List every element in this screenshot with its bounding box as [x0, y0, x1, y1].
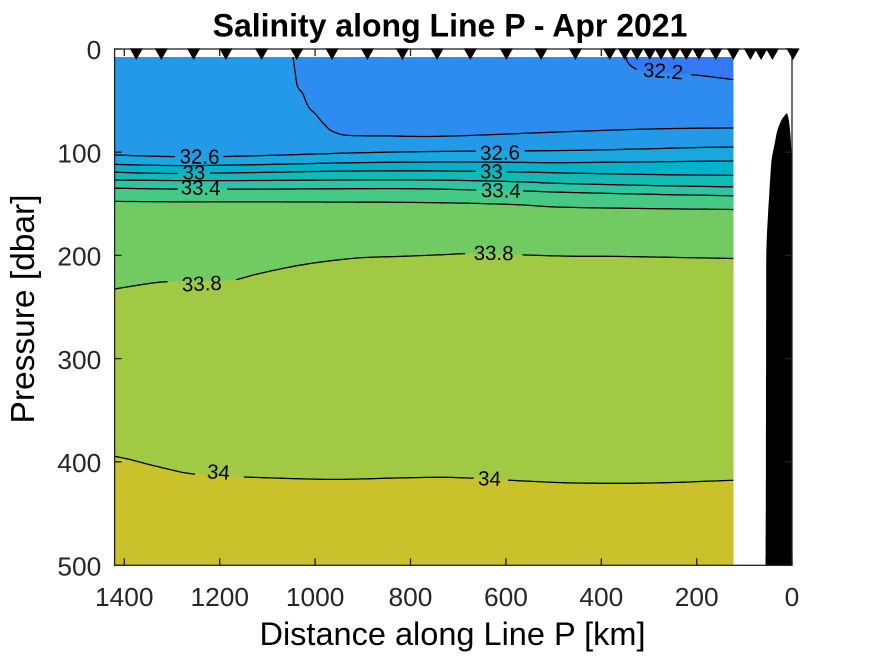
- svg-text:Distance along Line P [km]: Distance along Line P [km]: [259, 616, 645, 652]
- svg-text:1400: 1400: [95, 582, 154, 612]
- svg-text:500: 500: [57, 552, 101, 582]
- svg-text:32.6: 32.6: [179, 145, 219, 169]
- svg-text:300: 300: [57, 345, 101, 375]
- svg-text:33.8: 33.8: [181, 272, 222, 297]
- svg-text:600: 600: [484, 582, 528, 612]
- svg-text:1200: 1200: [190, 582, 249, 612]
- svg-text:1000: 1000: [286, 582, 345, 612]
- svg-text:0: 0: [87, 35, 102, 65]
- svg-text:33: 33: [182, 162, 205, 185]
- svg-text:34: 34: [206, 460, 230, 485]
- svg-text:0: 0: [785, 582, 800, 612]
- svg-text:33: 33: [480, 160, 503, 183]
- svg-text:33.8: 33.8: [474, 242, 514, 265]
- svg-text:33.4: 33.4: [180, 176, 220, 200]
- svg-text:800: 800: [389, 582, 433, 612]
- svg-text:200: 200: [57, 242, 101, 272]
- svg-text:100: 100: [57, 138, 101, 168]
- svg-text:32.6: 32.6: [480, 141, 520, 165]
- svg-text:Salinity along Line P - Apr 20: Salinity along Line P - Apr 2021: [213, 8, 688, 44]
- svg-text:400: 400: [57, 448, 101, 478]
- svg-text:33.4: 33.4: [481, 179, 521, 203]
- svg-text:400: 400: [579, 582, 623, 612]
- svg-text:Pressure [dbar]: Pressure [dbar]: [5, 194, 42, 423]
- svg-text:32.2: 32.2: [642, 59, 683, 85]
- svg-text:34: 34: [478, 467, 501, 491]
- svg-text:200: 200: [675, 582, 719, 612]
